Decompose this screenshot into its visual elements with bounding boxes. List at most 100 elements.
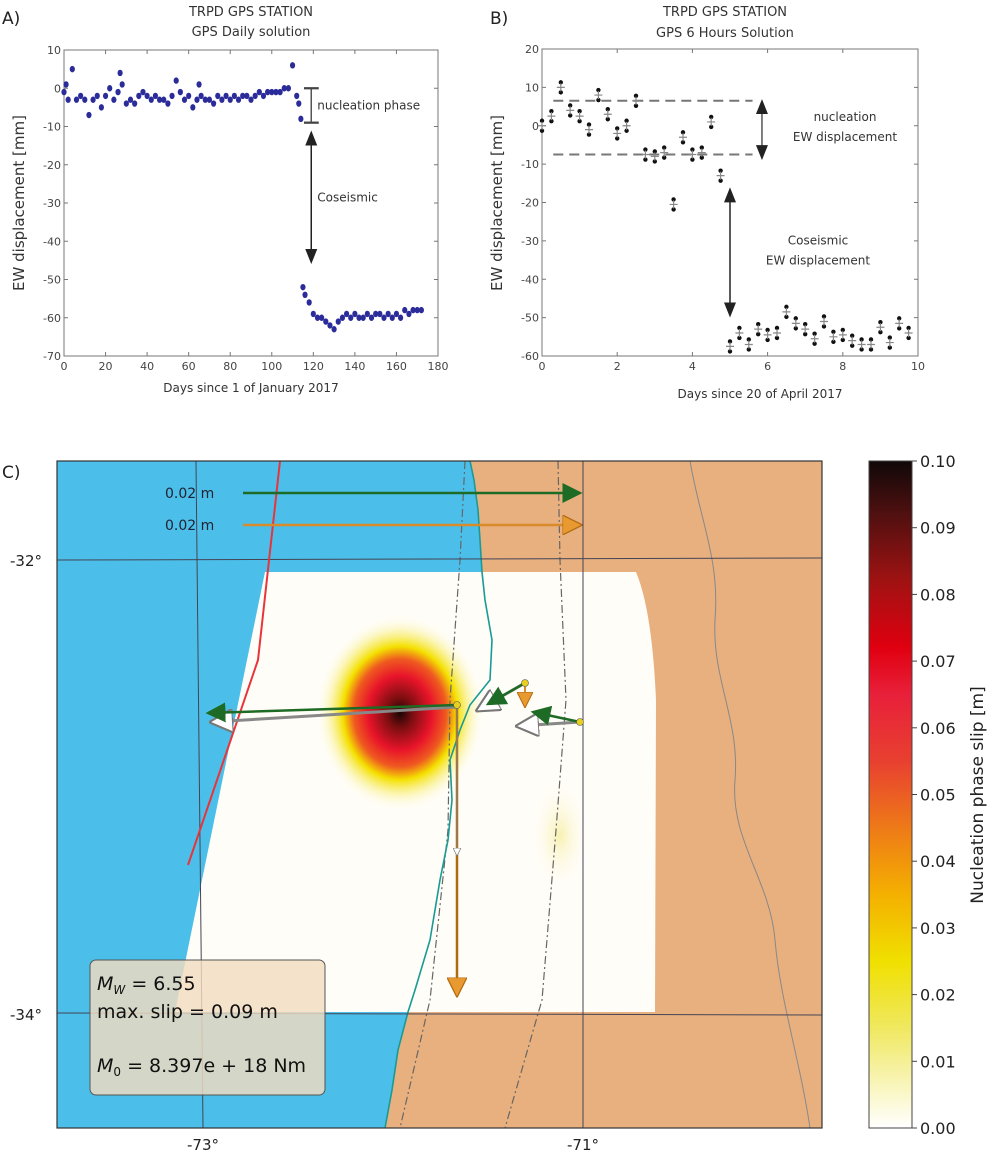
error-marker-upper	[558, 80, 563, 85]
data-point	[302, 291, 308, 298]
x-tick-label: 80	[223, 360, 237, 373]
data-point	[86, 111, 92, 119]
x-tick-label: 10	[911, 360, 925, 373]
data-point	[219, 96, 225, 103]
error-marker-upper	[793, 316, 798, 321]
colorbar-tick-label: 0.08	[920, 585, 956, 604]
y-tick-label: 0	[54, 82, 61, 95]
data-point	[373, 310, 379, 318]
data-point	[393, 310, 400, 318]
model-arrow-green	[485, 681, 526, 706]
error-marker-lower	[671, 207, 676, 212]
border-line	[689, 461, 811, 1128]
error-marker-upper	[549, 108, 554, 114]
data-point	[111, 96, 117, 103]
error-marker-lower	[596, 97, 601, 103]
y-tick-label: -20	[43, 159, 61, 172]
slip-patch	[316, 615, 484, 811]
data-point	[331, 326, 337, 333]
y-tick-label: -10	[521, 158, 539, 171]
observed-arrow-hollow	[212, 705, 458, 722]
data-point	[319, 314, 325, 321]
error-marker-upper	[868, 337, 874, 342]
error-marker-lower	[765, 337, 770, 343]
error-marker-upper	[699, 145, 704, 150]
data-point	[660, 148, 669, 157]
error-marker-upper	[746, 337, 751, 342]
x-tick-label: 0	[539, 360, 546, 373]
error-marker-upper	[812, 331, 817, 336]
data-point	[632, 96, 640, 105]
annotation-label: nucleation	[814, 110, 877, 124]
gridline-lat	[57, 557, 822, 561]
data-point	[566, 106, 575, 115]
error-marker-lower	[859, 347, 864, 352]
annotations: nucleation EW displacement Coseismic EW dis…	[724, 99, 897, 318]
x-tick-label: 20	[99, 360, 113, 373]
y-tick-label: -40	[43, 235, 61, 248]
x-tick-label: 120	[303, 360, 324, 373]
x-axis-label: Days since 20 of April 2017	[678, 387, 843, 401]
data-point	[381, 314, 387, 321]
colorbar-label: Nucleation phase slip [m]	[968, 686, 988, 903]
data-point	[65, 96, 71, 103]
data-point	[904, 328, 913, 337]
error-marker-lower	[662, 155, 667, 160]
error-marker-upper	[586, 122, 592, 127]
colorbar-tick-label: 0.00	[920, 1119, 956, 1138]
error-marker-lower	[868, 347, 874, 352]
data-point	[398, 314, 404, 321]
panel-label: B)	[490, 9, 508, 29]
data-point	[707, 117, 716, 126]
x-tick-label: 180	[428, 360, 449, 373]
data-point	[418, 306, 424, 314]
data-point	[82, 96, 88, 103]
error-marker-upper	[756, 321, 761, 327]
error-marker-lower	[897, 326, 902, 331]
data-point	[161, 96, 167, 103]
data-point	[773, 328, 781, 337]
error-marker-upper	[878, 320, 883, 325]
data-point	[613, 129, 622, 138]
annotation-label: Coseismic	[788, 234, 849, 248]
error-marker-lower	[821, 324, 827, 329]
gps-station	[576, 718, 584, 726]
error-marker-upper	[652, 149, 657, 154]
error-marker-upper	[850, 333, 855, 338]
error-marker-lower	[577, 118, 582, 124]
error-marker-upper	[643, 147, 648, 152]
dashed-levels	[553, 99, 753, 156]
y-tick-label: 20	[525, 43, 539, 56]
data-point	[132, 100, 138, 107]
y-tick-label: -70	[43, 350, 61, 363]
y-tick-label: -60	[521, 350, 539, 363]
data-point	[240, 92, 246, 100]
data-point	[194, 96, 200, 103]
info-box	[89, 959, 326, 1096]
colorbar-tick-label: 0.04	[920, 852, 956, 871]
data-point	[227, 96, 233, 103]
colorbar-tick-label: 0.01	[920, 1052, 956, 1071]
chart-title: TRPD GPS STATION	[662, 5, 787, 20]
data-point	[820, 317, 828, 326]
panel-label: A)	[2, 9, 20, 29]
data-point	[547, 112, 556, 121]
data-point	[156, 96, 163, 103]
dash-dot-line	[504, 461, 567, 1128]
data-point	[310, 310, 316, 318]
error-marker-upper	[568, 103, 573, 108]
data-point	[829, 332, 838, 341]
data-point	[782, 307, 791, 316]
lat-tick-label: -32°	[10, 552, 42, 570]
data-point	[744, 340, 753, 349]
data-point	[368, 314, 375, 321]
error-marker-lower	[746, 347, 751, 352]
data-point	[90, 96, 96, 103]
axis-ticks: 0 2 4 6 8 10 -60 -50 -40 -30 -20 -10 0 10 20	[521, 43, 925, 373]
x-tick-label: 100	[261, 360, 282, 373]
data-point	[102, 92, 109, 100]
trench-line	[187, 461, 281, 866]
error-marker-upper	[840, 327, 845, 333]
chart-subtitle: GPS 6 Hours Solution	[656, 26, 794, 41]
data-point	[585, 125, 593, 134]
